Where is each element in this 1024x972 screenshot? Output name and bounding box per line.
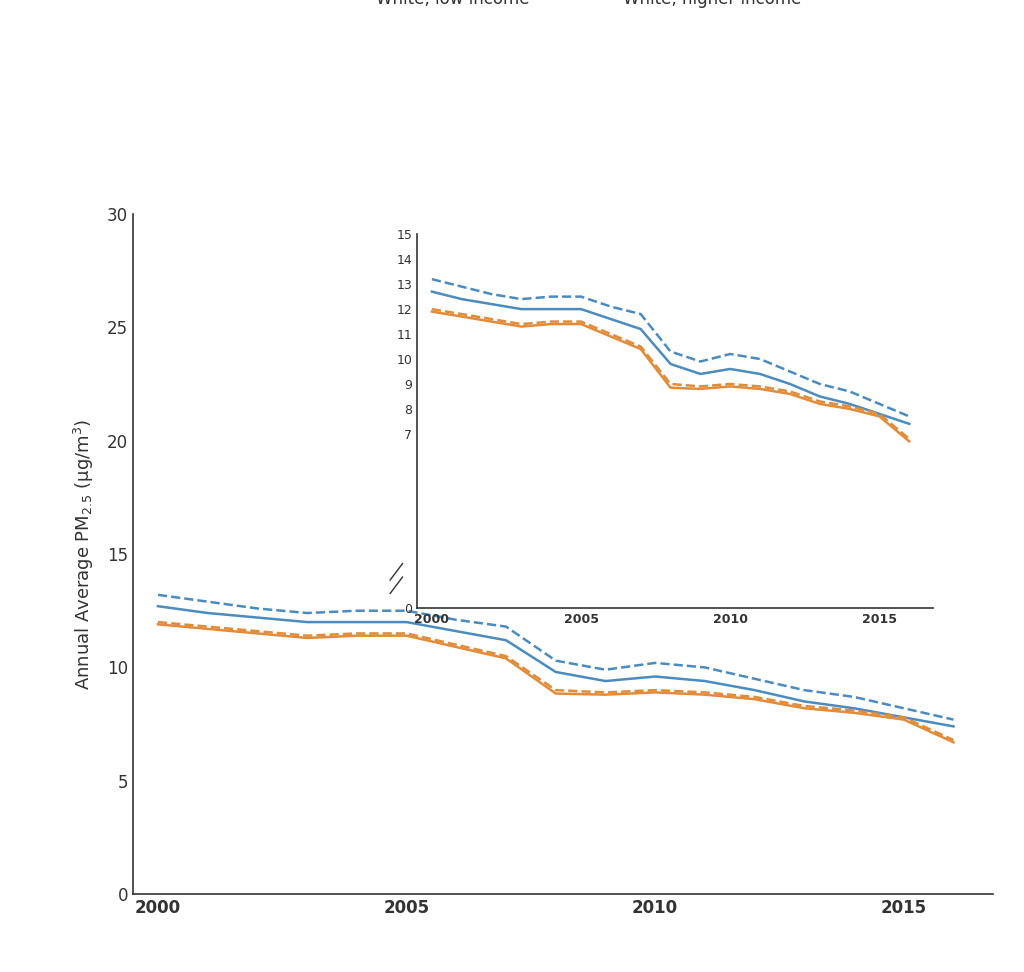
Legend: Black, low income, White, low income, Black, higher income, White, higher income: Black, low income, White, low income, Bl…: [318, 0, 808, 15]
Y-axis label: Annual Average PM$_{2.5}$ (μg/m$^3$): Annual Average PM$_{2.5}$ (μg/m$^3$): [72, 418, 96, 690]
